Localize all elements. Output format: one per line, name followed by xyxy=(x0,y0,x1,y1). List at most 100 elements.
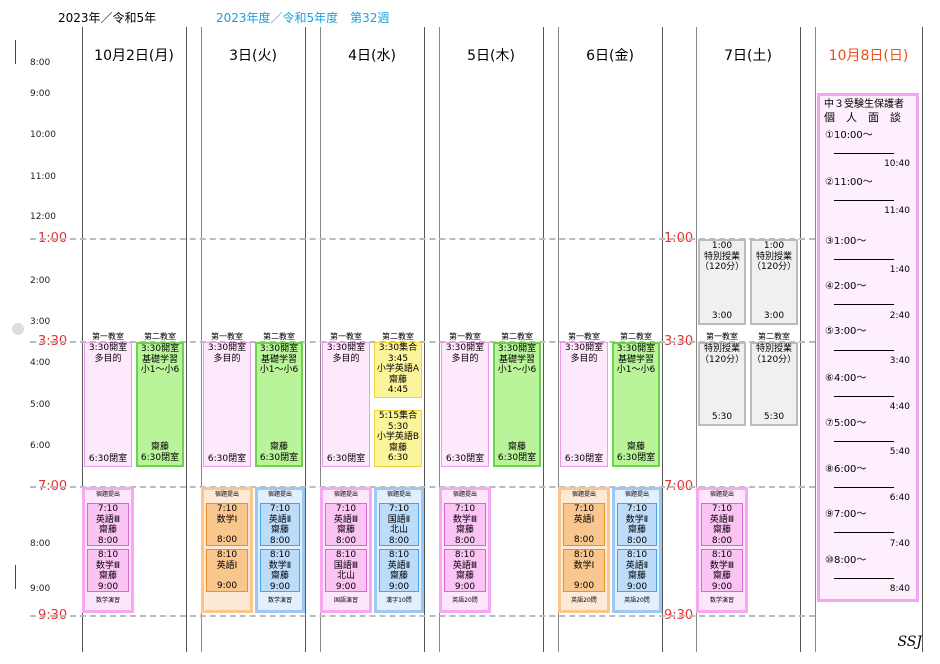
room-label: 第二教室 xyxy=(501,332,533,341)
interview-slot: ⑥4:00～ xyxy=(825,373,867,384)
evening-class-group: 宿題提出 7:10 数学Ⅰ 8:00 8:10 英語Ⅰ 9:00 xyxy=(201,487,253,613)
class-block[interactable]: 8:10 数学Ⅲ 齋藤 9:00 xyxy=(87,549,129,592)
room-label: 第一教室 xyxy=(330,332,362,341)
hour-label: 8:00 xyxy=(30,58,51,68)
interview-title: 中３受験生保護者 xyxy=(824,99,904,110)
day-header-thu: 5日(木) xyxy=(467,48,515,64)
interview-end: 1:40 xyxy=(889,265,910,275)
hour-label: 9:00 xyxy=(30,89,51,99)
room-label: 第一教室 xyxy=(449,332,481,341)
special-class-block[interactable]: 1:00 特別授業 （120分） 3:00 xyxy=(698,239,746,325)
evening-class-group: 宿題提出 7:10 英語Ⅲ 齋藤 8:00 8:10 数学Ⅲ 齋藤 9:00 数学演習 xyxy=(696,487,748,613)
day-header-sat: 7日(土) xyxy=(724,48,772,64)
interview-slot: ⑦5:00～ xyxy=(825,418,867,429)
class-block[interactable]: 7:10 数学Ⅲ 齋藤 8:00 xyxy=(444,503,486,546)
day-header-fri: 6日(金) xyxy=(586,48,634,64)
class-block[interactable]: 7:10 英語Ⅲ 齋藤 8:00 xyxy=(87,503,129,546)
day-header-sun: 10月8日(日) xyxy=(828,48,909,64)
interview-slot: ⑧6:00～ xyxy=(825,464,867,475)
class-block[interactable]: 8:10 数学Ⅱ 齋藤 9:00 xyxy=(260,549,300,592)
room-label: 第二教室 xyxy=(620,332,652,341)
day-header-mon: 10月2日(月) xyxy=(94,48,174,64)
interview-slot: ②11:00～ xyxy=(825,177,873,188)
kiso-block[interactable]: 3:30開室 基礎学習 小1～小6 齋藤 6:30閉室 xyxy=(136,342,184,467)
room-label: 第一教室 xyxy=(92,332,124,341)
room-label: 第二教室 xyxy=(382,332,414,341)
class-block[interactable]: 8:10 英語Ⅲ 齋藤 9:00 xyxy=(444,549,486,592)
class-block[interactable]: 7:10 英語Ⅱ 齋藤 8:00 xyxy=(260,503,300,546)
room-label: 第二教室 xyxy=(263,332,295,341)
open-room-block[interactable]: 3:30開室 多目的 6:30閉室 xyxy=(560,342,608,467)
special-class-block[interactable]: 1:00 特別授業 （120分） 3:00 xyxy=(750,239,798,325)
footer-logo: SSJ xyxy=(897,634,922,650)
elem-english-b-block[interactable]: 5:15集合 5:30 小学英語B 齋藤 6:30 xyxy=(374,410,422,467)
margin-tick xyxy=(15,565,16,589)
hour-label: 4:00 xyxy=(30,358,51,368)
open-room-block[interactable]: 3:30開室 多目的 6:30閉室 xyxy=(203,342,251,467)
open-room-block[interactable]: 3:30開室 多目的 6:30閉室 xyxy=(84,342,132,467)
room-label: 第二教室 xyxy=(144,332,176,341)
class-block[interactable]: 7:10 数学Ⅰ 8:00 xyxy=(206,503,248,546)
interview-end: 5:40 xyxy=(889,447,910,457)
interview-end: 2:40 xyxy=(889,311,910,321)
room-label: 第一教室 xyxy=(706,332,738,341)
open-room-block[interactable]: 3:30開室 多目的 6:30閉室 xyxy=(322,342,370,467)
class-block[interactable]: 8:10 英語Ⅱ 齋藤 9:00 xyxy=(379,549,419,592)
interview-slot: ⑤3:00～ xyxy=(825,326,867,337)
elem-english-a-block[interactable]: 3:30集合 3:45 小学英語A 齋藤 4:45 xyxy=(374,342,422,398)
margin-tick xyxy=(15,40,16,64)
class-block[interactable]: 7:10 英語Ⅰ 8:00 xyxy=(563,503,605,546)
evening-class-group: 宿題提出 7:10 英語Ⅰ 8:00 8:10 数学Ⅰ 9:00 英語20問 xyxy=(558,487,610,613)
class-block[interactable]: 8:10 国語Ⅲ 北山 9:00 xyxy=(325,549,367,592)
kiso-block[interactable]: 3:30開室 基礎学習 小1～小6 齋藤 6:30閉室 xyxy=(493,342,541,467)
evening-class-group: 宿題提出 7:10 英語Ⅱ 齋藤 8:00 8:10 数学Ⅱ 齋藤 9:00 数学演習 xyxy=(255,487,305,613)
interview-end: 4:40 xyxy=(889,402,910,412)
kiso-block[interactable]: 3:30開室 基礎学習 小1～小6 齋藤 6:30閉室 xyxy=(255,342,303,467)
interview-slot: ③1:00～ xyxy=(825,236,867,247)
evening-class-group: 宿題提出 7:10 数学Ⅱ 齋藤 8:00 8:10 英語Ⅱ 齋藤 9:00 英語20問 xyxy=(612,487,662,613)
hour-label: 12:00 xyxy=(30,212,56,222)
class-block[interactable]: 7:10 英語Ⅲ 齋藤 8:00 xyxy=(701,503,743,546)
class-block[interactable]: 7:10 国語Ⅱ 北山 8:00 xyxy=(379,503,419,546)
interview-end: 6:40 xyxy=(889,493,910,503)
class-block[interactable]: 8:10 数学Ⅲ 齋藤 9:00 xyxy=(701,549,743,592)
evening-class-group: 宿題提出 7:10 英語Ⅲ 齋藤 8:00 8:10 数学Ⅲ 齋藤 9:00 数学演習 xyxy=(82,487,134,613)
interview-end: 8:40 xyxy=(889,584,910,594)
day-header-tue: 3日(火) xyxy=(229,48,277,64)
class-block[interactable]: 7:10 数学Ⅱ 齋藤 8:00 xyxy=(617,503,657,546)
evening-class-group: 宿題提出 7:10 国語Ⅱ 北山 8:00 8:10 英語Ⅱ 齋藤 9:00 漢字10問 xyxy=(374,487,424,613)
class-block[interactable]: 8:10 数学Ⅰ 9:00 xyxy=(563,549,605,592)
room-label: 第一教室 xyxy=(211,332,243,341)
hour-label: 8:00 xyxy=(30,539,51,549)
hour-label: 10:00 xyxy=(30,130,56,140)
special-class-block[interactable]: 特別授業 （120分） 5:30 xyxy=(750,342,798,426)
hour-label: 11:00 xyxy=(30,172,56,182)
evening-class-group: 宿題提出 7:10 英語Ⅲ 齋藤 8:00 8:10 国語Ⅲ 北山 9:00 国語演習 xyxy=(320,487,372,613)
evening-class-group: 宿題提出 7:10 数学Ⅲ 齋藤 8:00 8:10 英語Ⅲ 齋藤 9:00 英語20問 xyxy=(439,487,491,613)
interview-slot: ⑩8:00～ xyxy=(825,555,867,566)
class-block[interactable]: 8:10 英語Ⅱ 齋藤 9:00 xyxy=(617,549,657,592)
hour-label: 3:00 xyxy=(30,317,51,327)
class-block[interactable]: 8:10 英語Ⅰ 9:00 xyxy=(206,549,248,592)
interview-end: 10:40 xyxy=(884,159,910,169)
hour-label: 9:00 xyxy=(30,584,51,594)
interview-subtitle: 個 人 面 談 xyxy=(824,111,901,124)
open-room-block[interactable]: 3:30開室 多目的 6:30閉室 xyxy=(441,342,489,467)
interview-end: 3:40 xyxy=(889,356,910,366)
hour-label: 2:00 xyxy=(30,276,51,286)
room-label: 第二教室 xyxy=(758,332,790,341)
interview-slot: ⑨7:00～ xyxy=(825,509,867,520)
special-class-block[interactable]: 特別授業 （120分） 5:30 xyxy=(698,342,746,426)
class-block[interactable]: 7:10 英語Ⅲ 齋藤 8:00 xyxy=(325,503,367,546)
hour-label: 6:00 xyxy=(30,441,51,451)
parent-interview-block[interactable]: 中３受験生保護者個 人 面 談 ①10:00～ 10:40 ②11:00～ 11… xyxy=(817,93,919,602)
interview-end: 7:40 xyxy=(889,539,910,549)
fiscal-week-label: 2023年度／令和5年度 第32週 xyxy=(216,11,390,25)
interview-slot: ④2:00～ xyxy=(825,281,867,292)
year-label: 2023年／令和5年 xyxy=(58,11,157,25)
punch-hole xyxy=(12,323,24,335)
room-label: 第一教室 xyxy=(568,332,600,341)
kiso-block[interactable]: 3:30開室 基礎学習 小1～小6 齋藤 6:30閉室 xyxy=(612,342,660,467)
interview-slot: ①10:00～ xyxy=(825,130,873,141)
day-header-wed: 4日(水) xyxy=(348,48,396,64)
